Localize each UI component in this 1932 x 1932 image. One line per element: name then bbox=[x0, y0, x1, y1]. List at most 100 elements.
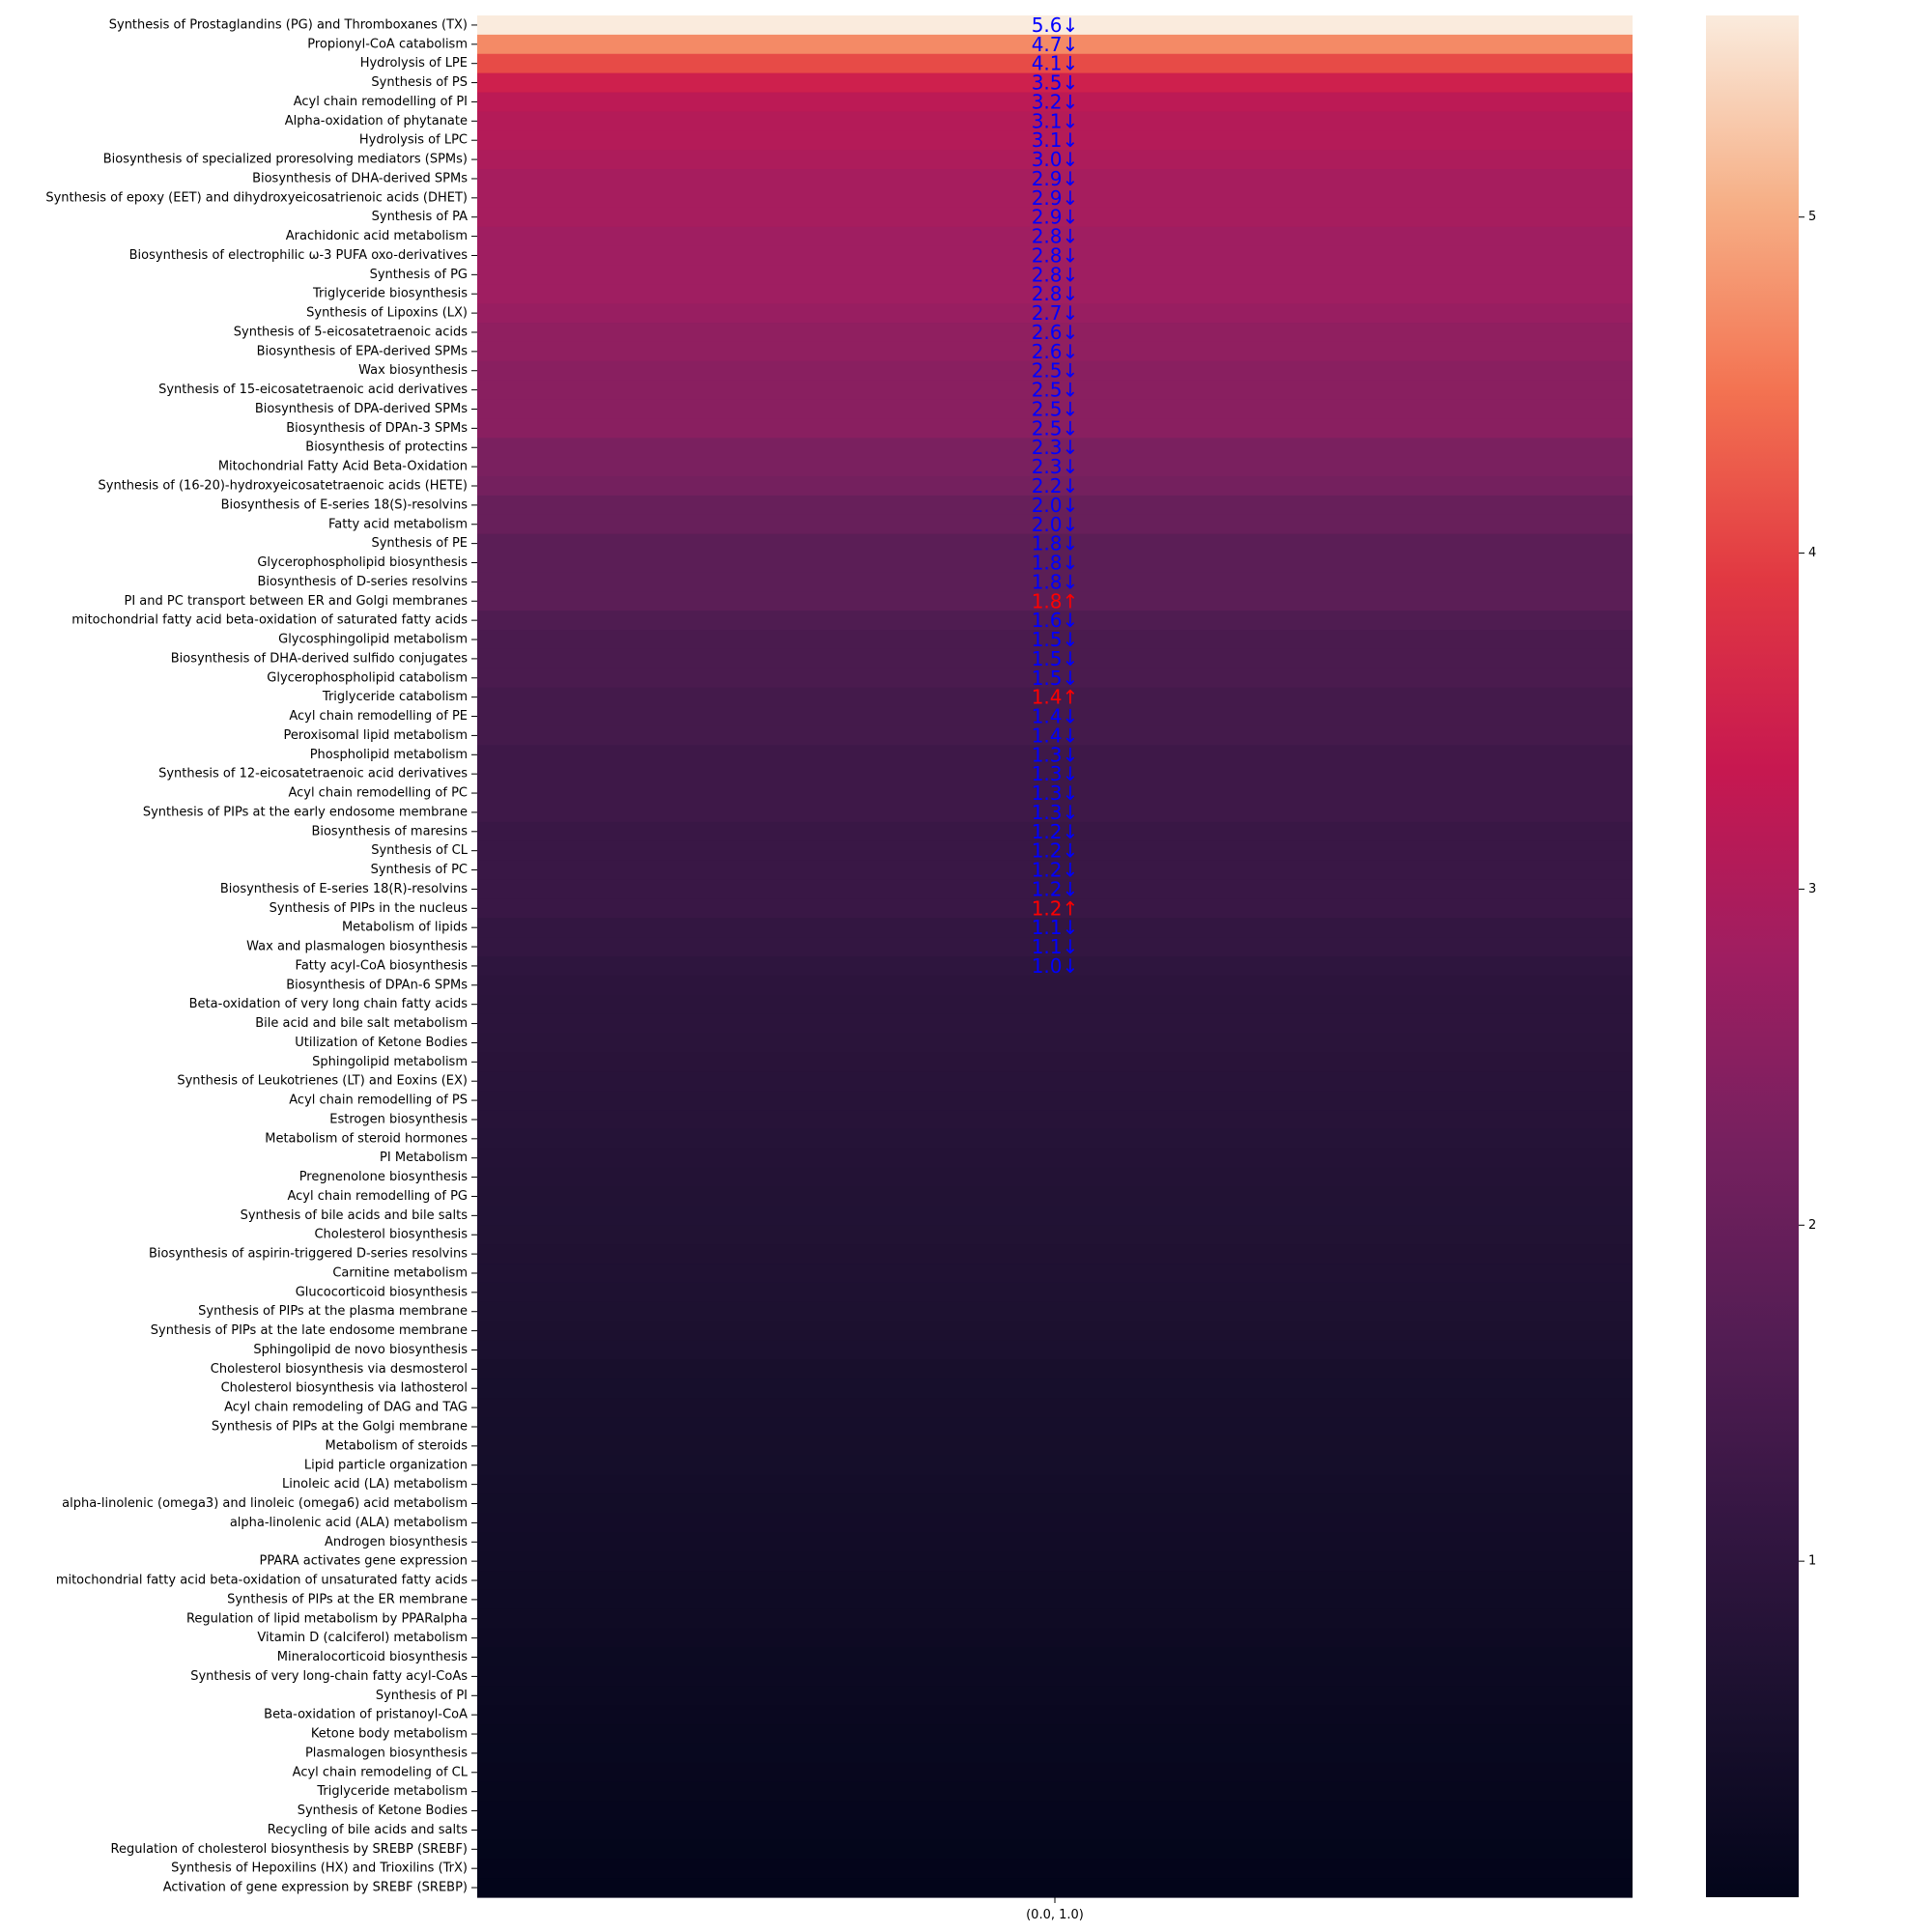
row-label: Synthesis of PE bbox=[371, 536, 468, 551]
heatmap-cell bbox=[477, 1724, 1633, 1745]
heatmap-cell bbox=[477, 1686, 1633, 1706]
heatmap-cell bbox=[477, 1071, 1633, 1092]
row-label: Glycosphingolipid metabolism bbox=[278, 633, 468, 647]
heatmap-cell bbox=[477, 476, 1633, 497]
row-label: Cholesterol biosynthesis via desmosterol bbox=[211, 1362, 468, 1377]
row-label: Propionyl-CoA catabolism bbox=[307, 37, 468, 51]
heatmap-cell bbox=[477, 994, 1633, 1015]
heatmap-cell bbox=[477, 34, 1633, 55]
cell-annotation: 3.1↓ bbox=[1032, 128, 1079, 152]
row-label: Synthesis of epoxy (EET) and dihydroxyei… bbox=[45, 190, 468, 205]
heatmap-cell bbox=[477, 1167, 1633, 1188]
cell-annotation: 1.8↓ bbox=[1032, 532, 1079, 555]
heatmap-cell bbox=[477, 937, 1633, 957]
cell-annotation: 1.3↓ bbox=[1032, 743, 1079, 766]
row-label: Arachidonic acid metabolism bbox=[286, 229, 468, 243]
row-label: Androgen biosynthesis bbox=[325, 1535, 468, 1549]
row-label: Synthesis of PIPs at the plasma membrane bbox=[198, 1304, 468, 1319]
row-label: Synthesis of PS bbox=[371, 75, 468, 90]
cell-annotation: 5.6↓ bbox=[1032, 14, 1079, 37]
heatmap-cell bbox=[477, 572, 1633, 592]
cell-annotation: 2.6↓ bbox=[1032, 340, 1079, 363]
row-label: Biosynthesis of EPA-derived SPMs bbox=[257, 344, 469, 358]
row-label: Pregnenolone biosynthesis bbox=[299, 1170, 469, 1184]
heatmap-cell bbox=[477, 1264, 1633, 1284]
heatmap-cell bbox=[477, 438, 1633, 458]
heatmap-cell bbox=[477, 898, 1633, 919]
heatmap-cell bbox=[477, 1513, 1633, 1533]
heatmap-cell bbox=[477, 360, 1633, 382]
row-label: Glycerophospholipid biosynthesis bbox=[257, 555, 468, 570]
colorbar-tick-label: 5 bbox=[1808, 210, 1816, 224]
row-labels: Synthesis of Prostaglandins (PG) and Thr… bbox=[45, 17, 477, 1895]
row-label: Synthesis of PIPs at the early endosome … bbox=[143, 805, 468, 819]
row-label: Synthesis of very long-chain fatty acyl-… bbox=[190, 1669, 468, 1684]
row-label: Acyl chain remodeling of CL bbox=[293, 1765, 469, 1779]
heatmap-cell bbox=[477, 187, 1633, 209]
heatmap-cell bbox=[477, 1455, 1633, 1476]
heatmap-cell bbox=[477, 284, 1633, 304]
row-label: mitochondrial fatty acid beta-oxidation … bbox=[71, 613, 468, 628]
heatmap-cell bbox=[477, 1321, 1633, 1342]
cell-annotation: 2.9↓ bbox=[1032, 186, 1079, 210]
heatmap-cell bbox=[477, 1705, 1633, 1725]
heatmap-cell bbox=[477, 764, 1633, 784]
row-label: Synthesis of 15-eicosatetraenoic acid de… bbox=[158, 383, 468, 397]
row-label: Synthesis of PIPs at the Golgi membrane bbox=[212, 1420, 468, 1435]
cell-annotation: 1.2↑ bbox=[1032, 896, 1079, 920]
row-label: Utilization of Ketone Bodies bbox=[295, 1036, 468, 1050]
cell-annotation: 2.5↓ bbox=[1032, 379, 1079, 402]
row-label: Biosynthesis of maresins bbox=[311, 824, 468, 838]
cell-annotation: 1.4↓ bbox=[1032, 724, 1079, 747]
cell-annotation: 2.0↓ bbox=[1032, 513, 1079, 536]
row-label: Synthesis of PC bbox=[371, 863, 468, 877]
heatmap-cell bbox=[477, 53, 1633, 74]
cell-annotation: 2.2↓ bbox=[1032, 474, 1079, 497]
row-label: Synthesis of CL bbox=[371, 843, 469, 858]
heatmap-cell bbox=[477, 840, 1633, 862]
row-label: Acyl chain remodelling of PI bbox=[294, 95, 468, 109]
heatmap-cell bbox=[477, 783, 1633, 804]
heatmap-cell bbox=[477, 611, 1633, 631]
row-label: Synthesis of Prostaglandins (PG) and Thr… bbox=[109, 17, 468, 32]
cell-annotation: 1.2↓ bbox=[1032, 877, 1079, 900]
heatmap-cell bbox=[477, 1340, 1633, 1361]
row-label: Synthesis of PI bbox=[376, 1689, 468, 1703]
heatmap-cell bbox=[477, 92, 1633, 112]
heatmap-cell bbox=[477, 1128, 1633, 1150]
x-tick-label: (0.0, 1.0) bbox=[1026, 1908, 1084, 1922]
cell-annotation: 2.6↓ bbox=[1032, 321, 1079, 344]
row-label: Synthesis of Ketone Bodies bbox=[298, 1804, 469, 1818]
row-label: Alpha-oxidation of phytanate bbox=[285, 114, 468, 128]
heatmap-cell bbox=[477, 1052, 1633, 1072]
heatmap-cell bbox=[477, 1359, 1633, 1379]
cell-annotation: 2.7↓ bbox=[1032, 301, 1079, 325]
cell-annotation: 1.5↓ bbox=[1032, 628, 1079, 651]
heatmap-cell bbox=[477, 226, 1633, 247]
heatmap-cell bbox=[477, 1743, 1633, 1764]
row-label: Acyl chain remodelling of PG bbox=[287, 1189, 468, 1204]
heatmap-cell bbox=[477, 1571, 1633, 1591]
row-label: Synthesis of bile acids and bile salts bbox=[241, 1208, 469, 1223]
heatmap-cell bbox=[477, 802, 1633, 823]
cell-annotation: 1.3↓ bbox=[1032, 762, 1079, 785]
cell-annotation: 1.1↓ bbox=[1032, 916, 1079, 939]
row-label: Biosynthesis of specialized proresolving… bbox=[103, 153, 468, 167]
row-label: Metabolism of steroid hormones bbox=[265, 1131, 468, 1146]
row-label: Synthesis of Hepoxilins (HX) and Trioxil… bbox=[171, 1861, 468, 1876]
heatmap-cell bbox=[477, 706, 1633, 727]
row-label: Vitamin D (calciferol) metabolism bbox=[257, 1631, 468, 1645]
heatmap-cell bbox=[477, 1666, 1633, 1687]
heatmap-cell bbox=[477, 15, 1633, 36]
row-label: Metabolism of steroids bbox=[326, 1438, 469, 1453]
heatmap-cell bbox=[477, 860, 1633, 881]
heatmap-cell bbox=[477, 1244, 1633, 1264]
heatmap-cell bbox=[477, 1474, 1633, 1495]
row-label: Estrogen biosynthesis bbox=[329, 1112, 468, 1126]
row-label: Acyl chain remodelling of PC bbox=[288, 786, 468, 801]
heatmap-cell bbox=[477, 1148, 1633, 1169]
row-label: Biosynthesis of electrophilic ω-3 PUFA o… bbox=[129, 248, 469, 263]
row-label: Synthesis of 12-eicosatetraenoic acid de… bbox=[158, 767, 468, 781]
heatmap-cell bbox=[477, 169, 1633, 189]
heatmap-cell bbox=[477, 1878, 1633, 1898]
